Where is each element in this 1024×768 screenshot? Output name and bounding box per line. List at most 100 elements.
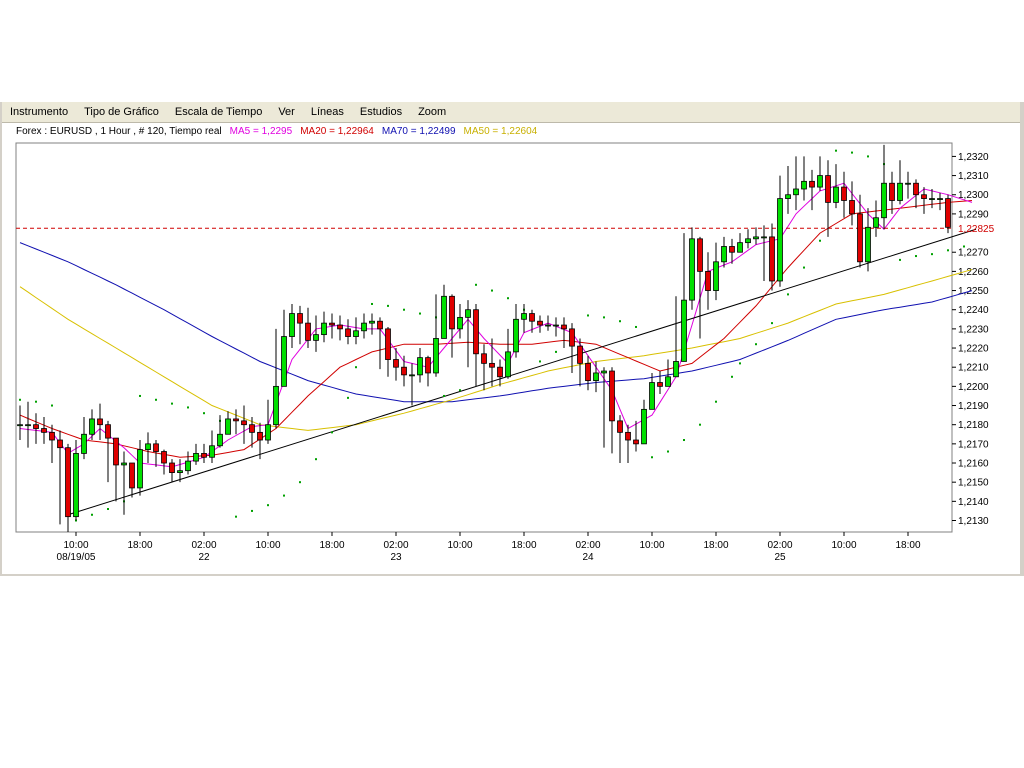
sar-dot <box>619 320 621 323</box>
x-tick-label: 18:00 <box>511 540 536 551</box>
candle-up <box>513 318 519 353</box>
sar-dot <box>587 314 589 317</box>
candle-up <box>73 453 79 518</box>
sar-dot <box>683 439 685 442</box>
menu-item-2[interactable]: Escala de Tiempo <box>174 106 263 118</box>
candle-up <box>81 433 87 454</box>
candle-up <box>209 445 215 458</box>
candle-down <box>305 322 311 341</box>
sar-dot <box>355 366 357 369</box>
candle-down <box>97 418 103 426</box>
menu-item-4[interactable]: Líneas <box>310 106 344 118</box>
ma70-legend: MA70 = 1,22499 <box>381 126 456 137</box>
candle-down <box>537 320 543 326</box>
ma5-legend: MA5 = 1,2295 <box>229 126 293 137</box>
sar-dot <box>387 304 389 307</box>
current-price-label: 1,22825 <box>958 224 995 235</box>
sar-dot <box>347 396 349 399</box>
x-tick-label: 18:00 <box>895 540 920 551</box>
candle-down <box>329 322 335 326</box>
y-tick-label: 1,2180 <box>958 420 989 431</box>
ma50-legend: MA50 = 1,22604 <box>463 126 538 137</box>
y-tick-label: 1,2290 <box>958 209 989 220</box>
candle-up <box>833 186 839 203</box>
candle-up <box>457 316 463 330</box>
sar-dot <box>331 431 333 434</box>
x-tick-label: 10:00 <box>639 540 664 551</box>
candle-down <box>65 447 71 518</box>
candle-up <box>593 372 599 382</box>
sar-dot <box>203 412 205 415</box>
menu-item-5[interactable]: Estudios <box>359 106 403 118</box>
candle-down <box>129 462 135 489</box>
candle-up <box>545 324 551 327</box>
sar-dot <box>371 302 373 305</box>
candle-down <box>849 200 855 215</box>
candle-up <box>905 182 911 185</box>
candle-down <box>857 213 863 263</box>
x-tick-label: 10:00 <box>447 540 472 551</box>
candle-down <box>921 194 927 199</box>
sar-dot <box>867 155 869 158</box>
y-tick-label: 1,2220 <box>958 344 989 355</box>
candle-down <box>825 175 831 203</box>
menu-item-1[interactable]: Tipo de Gráfico <box>84 106 159 118</box>
candle-up <box>793 188 799 196</box>
menu-item-0[interactable]: Instrumento <box>10 106 69 118</box>
candle-up <box>897 182 903 201</box>
candle-up <box>873 217 879 228</box>
candle-up <box>17 424 23 427</box>
menu-item-3[interactable]: Ver <box>278 106 295 118</box>
y-tick-label: 1,2300 <box>958 190 989 201</box>
candle-down <box>249 424 255 433</box>
sar-dot <box>403 308 405 311</box>
y-tick-label: 1,2310 <box>958 171 989 182</box>
candle-up <box>673 361 679 378</box>
candle-up <box>369 320 375 324</box>
menu-bar: Instrumento Tipo de Gráfico Escala de Tiem… <box>2 102 1020 123</box>
candle-down <box>297 313 303 324</box>
sar-dot <box>755 343 757 346</box>
menu-item-6[interactable]: Zoom <box>418 106 447 118</box>
chart-area[interactable]: 1,2320 1,2310 1,2300 1,2290 1,2270 1,2260 1,22… <box>2 140 1020 574</box>
x-tick-label: 10:00 <box>831 540 856 551</box>
candle-down <box>625 431 631 441</box>
y-tick-label: 1,2190 <box>958 401 989 412</box>
candle-down <box>657 382 663 387</box>
x-date-label: 25 <box>774 552 786 563</box>
candle-up <box>217 433 223 447</box>
candle-up <box>745 238 751 244</box>
candle-down <box>569 328 575 347</box>
instrument-title: Forex : EURUSD , 1 Hour , # 120, Tiempo … <box>16 126 222 137</box>
y-tick-label: 1,2200 <box>958 382 989 393</box>
sar-dot <box>283 494 285 497</box>
sar-dot <box>851 151 853 154</box>
sar-dot <box>235 515 237 518</box>
candlestick-chart[interactable]: 1,2320 1,2310 1,2300 1,2290 1,2270 1,2260 1,22… <box>2 140 1020 574</box>
ma20-legend: MA20 = 1,22964 <box>300 126 374 137</box>
y-tick-label: 1,2230 <box>958 324 989 335</box>
sar-dot <box>155 398 157 401</box>
candle-down <box>729 246 735 253</box>
candle-up <box>265 424 271 441</box>
y-tick-label: 1,2270 <box>958 248 989 259</box>
candle-down <box>473 309 479 355</box>
candle-up <box>313 334 319 341</box>
x-tick-label: 02:00 <box>191 540 216 551</box>
sar-dot <box>91 513 93 516</box>
sar-dot <box>139 394 141 397</box>
candle-up <box>929 198 935 200</box>
sar-dot <box>19 398 21 401</box>
y-tick-label: 1,2150 <box>958 478 989 489</box>
candle-up <box>137 449 143 489</box>
candle-up <box>681 299 687 362</box>
y-tick-label: 1,2140 <box>958 497 989 508</box>
candle-up <box>193 453 199 462</box>
candle-down <box>809 180 815 188</box>
sar-dot <box>787 293 789 296</box>
candle-down <box>337 324 343 330</box>
candle-up <box>689 238 695 301</box>
x-tick-label: 18:00 <box>703 540 728 551</box>
sar-dot <box>459 389 461 392</box>
candle-up <box>761 236 767 239</box>
